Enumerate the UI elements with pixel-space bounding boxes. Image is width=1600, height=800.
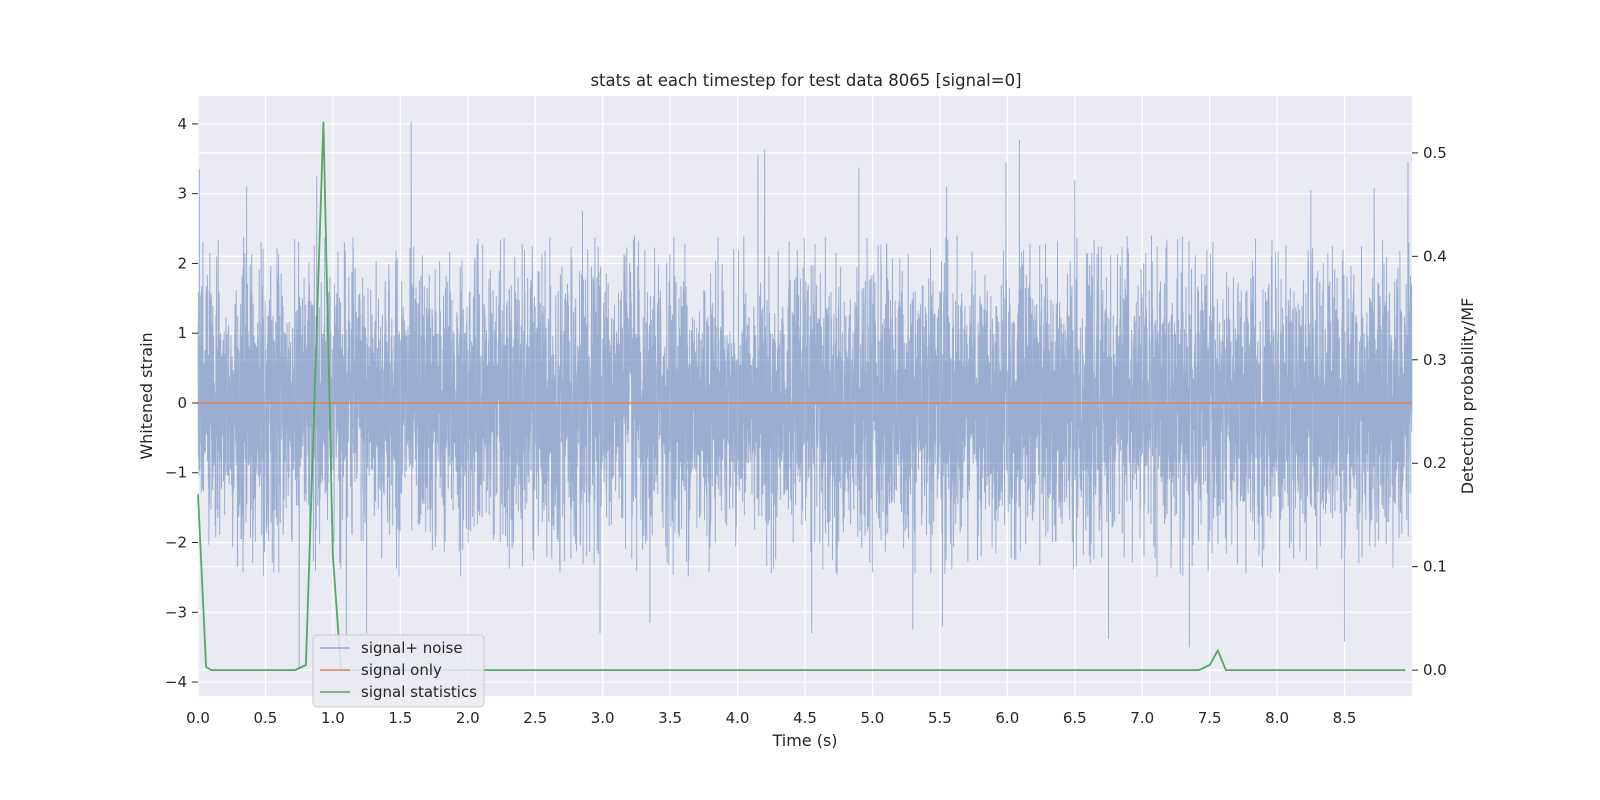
x-tick-label: 1.5 — [388, 709, 412, 727]
y-axis-label: Whitened strain — [137, 332, 156, 459]
signal-statistics-line — [197, 121, 1406, 671]
x-tick-label: 5.0 — [861, 709, 885, 727]
y-tick-label: 3 — [177, 185, 187, 203]
axis-ticks: 0.0 0.5 1.0 1.5 2.0 2.5 3.0 3.5 4.0 4.5 5.0 5.5 6.0 6… — [165, 115, 1447, 727]
y2-tick-label: 0.3 — [1423, 351, 1447, 369]
y-tick-label: −3 — [165, 603, 187, 621]
x-tick-label: 1.0 — [321, 709, 345, 727]
x-tick-label: 2.0 — [456, 709, 480, 727]
y2-axis-label: Detection probability/MF — [1458, 298, 1477, 495]
x-tick-label: 5.5 — [928, 709, 952, 727]
x-tick-label: 0.0 — [186, 709, 210, 727]
y2-tick-label: 0.1 — [1423, 558, 1447, 576]
x-tick-label: 3.0 — [591, 709, 615, 727]
x-tick-label: 6.5 — [1063, 709, 1087, 727]
y-tick-label: 0 — [177, 394, 187, 412]
x-tick-label: 3.5 — [658, 709, 682, 727]
x-tick-label: 7.0 — [1130, 709, 1154, 727]
y2-tick-label: 0.4 — [1423, 247, 1447, 265]
x-tick-label: 8.5 — [1333, 709, 1357, 727]
line-series — [197, 121, 1412, 671]
y-tick-label: 4 — [177, 115, 187, 133]
x-tick-label: 2.5 — [523, 709, 547, 727]
legend-label-stats: signal statistics — [361, 683, 477, 701]
y2-tick-label: 0.5 — [1423, 144, 1447, 162]
x-tick-label: 8.0 — [1265, 709, 1289, 727]
legend-label-signal: signal only — [361, 661, 442, 679]
signal-noise-series — [197, 121, 1413, 669]
x-tick-label: 4.5 — [793, 709, 817, 727]
legend-label-noise: signal+ noise — [361, 639, 463, 657]
x-tick-label: 7.5 — [1198, 709, 1222, 727]
signal-noise-line — [197, 121, 1413, 669]
x-tick-label: 4.0 — [726, 709, 750, 727]
x-tick-label: 0.5 — [254, 709, 278, 727]
y-tick-label: −2 — [165, 534, 187, 552]
x-tick-label: 6.0 — [995, 709, 1019, 727]
x-axis-label: Time (s) — [771, 731, 837, 750]
y2-tick-label: 0.2 — [1423, 454, 1447, 472]
y2-tick-label: 0.0 — [1423, 661, 1447, 679]
y-tick-label: −1 — [165, 464, 187, 482]
y-tick-label: 1 — [177, 324, 187, 342]
y-tick-label: −4 — [165, 673, 187, 691]
y-tick-label: 2 — [177, 254, 187, 272]
legend: signal+ noise signal only signal statist… — [312, 634, 485, 708]
chart-title: stats at each timestep for test data 806… — [590, 71, 1021, 90]
legend-box — [312, 634, 485, 708]
